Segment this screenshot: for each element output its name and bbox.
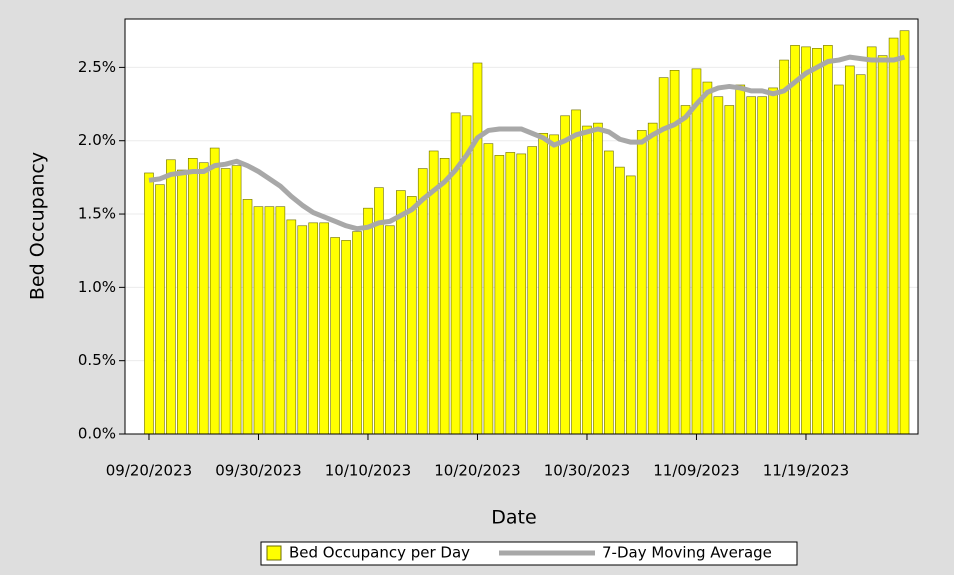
bar [406, 196, 417, 435]
bar [253, 206, 264, 435]
bar [538, 133, 548, 435]
bar [636, 130, 647, 435]
bar [483, 143, 494, 435]
bar [615, 166, 625, 435]
bar [187, 158, 198, 435]
bar [341, 240, 351, 435]
y-tick-label: 0.0% [78, 425, 116, 443]
bar [691, 68, 702, 435]
x-tick-label: 11/19/2023 [763, 462, 849, 480]
bar [593, 122, 603, 435]
bar [801, 46, 811, 435]
bar [549, 134, 559, 435]
y-tick-label: 2.0% [78, 131, 116, 149]
bar [352, 231, 362, 435]
moving-average-line [148, 54, 906, 232]
plot-frame [124, 18, 919, 435]
bar [439, 158, 450, 435]
y-tick-label: 1.0% [78, 278, 116, 296]
bar [330, 237, 340, 435]
y-tick-label: 2.5% [78, 58, 116, 76]
x-tick-label: 10/20/2023 [434, 462, 520, 480]
x-axis-title: Date [491, 507, 536, 529]
bar [209, 147, 220, 435]
bar [166, 159, 176, 435]
y-tick-label: 0.5% [78, 351, 116, 369]
bar [768, 87, 778, 435]
bar [735, 84, 746, 435]
x-tick-label: 09/20/2023 [106, 462, 192, 480]
bar [834, 84, 844, 435]
bar [286, 219, 297, 435]
y-axis-title: Bed Occupancy [27, 152, 49, 300]
bar [604, 150, 614, 435]
bar [494, 155, 505, 435]
bar [713, 96, 724, 435]
x-tick-label: 09/30/2023 [215, 462, 301, 480]
bar [275, 206, 286, 435]
bar [888, 37, 899, 435]
legend-label: 7-Day Moving Average [602, 544, 772, 562]
bar [450, 112, 461, 435]
bar [582, 125, 592, 435]
bar [790, 45, 800, 435]
bar [264, 206, 275, 435]
bar [231, 165, 242, 435]
bar [363, 207, 373, 435]
bar [144, 172, 154, 435]
legend-label: Bed Occupancy per Day [289, 544, 470, 562]
bar [746, 96, 757, 435]
bar [155, 184, 165, 435]
bar [516, 153, 527, 435]
bar [702, 81, 713, 435]
bar [877, 55, 888, 435]
bar [866, 46, 877, 435]
x-tick-label: 10/10/2023 [325, 462, 411, 480]
y-tick-label: 1.5% [78, 205, 116, 223]
bar [899, 30, 910, 435]
bar [505, 152, 516, 435]
bar [757, 96, 767, 435]
bar [385, 225, 395, 435]
legend-swatch [266, 545, 282, 561]
x-tick-label: 11/09/2023 [653, 462, 739, 480]
bar [647, 122, 658, 435]
bar [198, 162, 209, 435]
bar [308, 222, 319, 435]
bar [220, 168, 231, 435]
bar [527, 146, 538, 435]
bar [844, 65, 855, 435]
bar [396, 190, 406, 435]
bar [625, 175, 636, 435]
bar [779, 59, 789, 435]
x-tick-label: 10/30/2023 [544, 462, 630, 480]
bar [297, 225, 308, 435]
bar [855, 74, 866, 435]
bar [812, 48, 822, 435]
bar [319, 222, 329, 435]
bar [724, 105, 735, 435]
bar [242, 199, 253, 435]
bar [571, 109, 581, 435]
bar [417, 168, 428, 435]
bar [177, 169, 187, 435]
bar [472, 62, 483, 435]
bar [823, 45, 833, 435]
bar [680, 105, 691, 435]
bar [560, 115, 570, 435]
